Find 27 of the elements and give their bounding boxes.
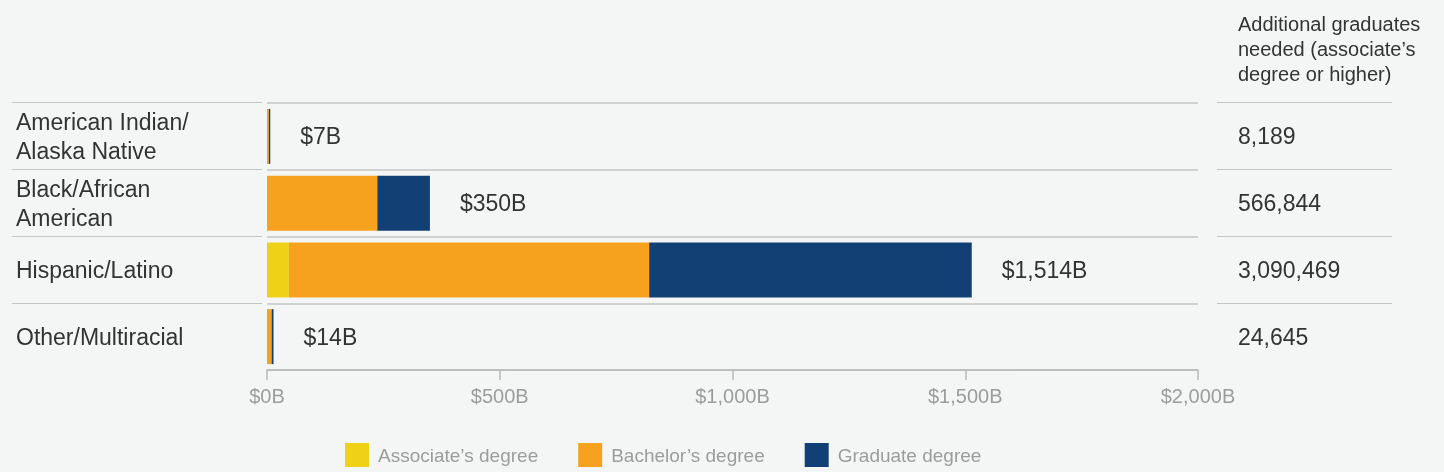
bar <box>288 242 650 298</box>
bar <box>267 309 272 365</box>
total-label: $350B <box>459 190 527 217</box>
x-tick-label: $1,500B <box>927 385 1003 407</box>
y-tick-label: American Indian/Alaska Native <box>16 108 190 164</box>
text: Additional graduates needed (associate’s degree or higher) <box>1238 12 1422 87</box>
x-tick-label: $1,000B <box>695 385 770 407</box>
x-tick-label: $0B <box>249 385 285 407</box>
y-tick-label: Hispanic/Latino <box>16 256 174 283</box>
bar <box>377 175 430 231</box>
legend-label: Graduate degree <box>837 444 982 466</box>
text: 3,090,469 <box>1238 256 1341 283</box>
legend-label: Bachelor’s degree <box>611 444 765 466</box>
x-tick-label: $2,000B <box>1160 385 1236 407</box>
bar <box>267 242 289 298</box>
total-label: $14B <box>303 323 358 350</box>
x-tick-label: $500B <box>470 385 529 407</box>
bar <box>649 242 972 298</box>
y-tick-label: Other/Multiracial <box>16 323 184 350</box>
text: 8,189 <box>1238 123 1296 150</box>
y-tick-label: Black/African American <box>16 175 157 231</box>
total-label: $1,514B <box>1001 256 1088 283</box>
bar <box>267 175 378 231</box>
total-label: $7B <box>300 123 342 150</box>
legend-label: Associate’s degree <box>378 444 539 466</box>
text: 24,645 <box>1238 323 1309 350</box>
text: 566,844 <box>1238 190 1322 217</box>
